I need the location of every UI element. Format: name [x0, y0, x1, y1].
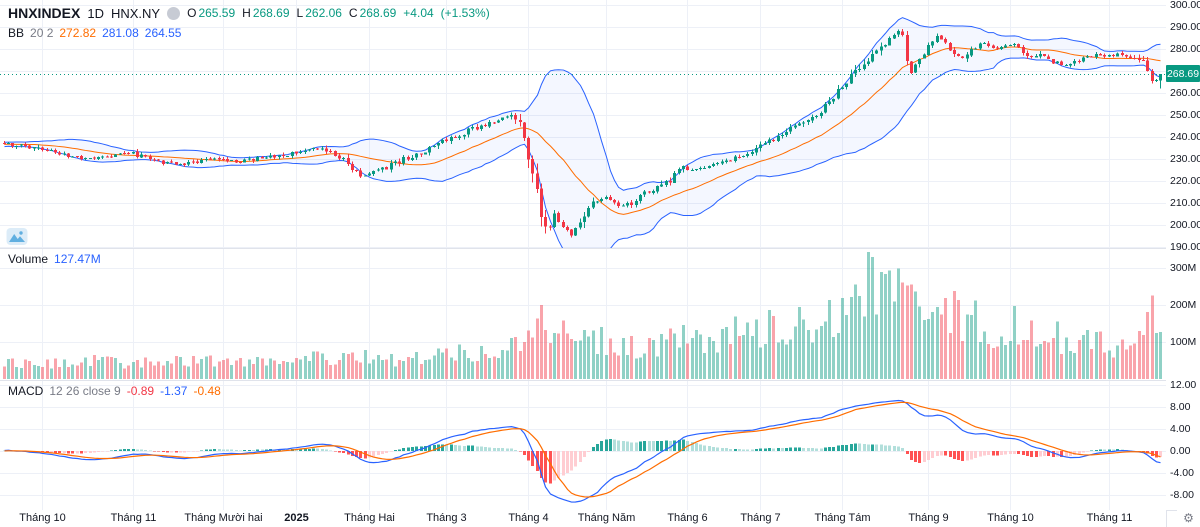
ohlc-high: H 268.69: [242, 6, 289, 20]
macd-signal-line: [4, 401, 1161, 498]
bb-indicator-name[interactable]: BB: [8, 26, 25, 40]
mountain-icon: [6, 228, 28, 245]
time-axis[interactable]: Tháng 10 Tháng 11 Tháng Mười hai 2025 Tháng …: [0, 510, 1166, 527]
time-axis-label: Tháng 11: [110, 512, 157, 524]
macd-indicator-name[interactable]: MACD: [8, 384, 44, 398]
volume-value: 127.47M: [54, 252, 101, 266]
macd-signal-value: -0.48: [193, 384, 221, 398]
low-label: L: [296, 6, 304, 20]
axis-label: 250.00: [1170, 109, 1200, 122]
time-axis-label: Tháng Năm: [577, 512, 636, 524]
settings-gear-icon[interactable]: ⚙: [1177, 510, 1200, 527]
price-pane: [3, 17, 1162, 248]
axis-label: 230.00: [1170, 153, 1200, 166]
exchange-logo-icon: [167, 6, 181, 20]
axis-label: 210.00: [1170, 197, 1200, 210]
axis-label: 240.00: [1170, 131, 1200, 144]
macd-pane: [3, 399, 1162, 503]
open-value: 265.59: [198, 6, 236, 20]
time-axis-label: Tháng Tám: [814, 512, 871, 524]
axis-label: 190.00: [1170, 241, 1200, 254]
change-value: +4.04: [403, 6, 434, 20]
bb-lower-value: 264.55: [144, 26, 182, 40]
axis-label: -4.00: [1170, 467, 1194, 479]
axis-label: 280.00: [1170, 43, 1200, 56]
watermark-logo-icon[interactable]: [6, 226, 28, 251]
bb-basis-value: 272.82: [59, 26, 97, 40]
gridlines: [0, 0, 1166, 510]
bollinger-fill: [4, 17, 1161, 248]
axis-label: 220.00: [1170, 175, 1200, 188]
last-price-badge: 268.69: [1166, 65, 1200, 83]
low-value: 262.06: [305, 6, 342, 20]
bb-upper-value: 281.08: [102, 26, 139, 40]
bb-params: 20 2: [30, 26, 54, 40]
time-axis-label: Tháng 9: [908, 512, 949, 524]
axis-label: 200.00: [1170, 219, 1200, 232]
symbol-name[interactable]: HNXINDEX: [8, 5, 81, 21]
volume-legend: Volume 127.47M: [8, 252, 101, 266]
time-axis-label: Tháng 11: [1086, 512, 1133, 524]
candlestick-series: [3, 28, 1162, 238]
symbol-legend: HNXINDEX 1D HNX.NY O 265.59 H 268.69 L 2…: [8, 5, 490, 21]
volume-series: [3, 252, 1162, 379]
axis-label: 260.00: [1170, 87, 1200, 100]
time-axis-label: Tháng 7: [740, 512, 781, 524]
price-axis[interactable]: 300.00290.00280.00270.00260.00250.00240.…: [1166, 0, 1200, 510]
macd-legend: MACD 12 26 close 9 -0.89 -1.37 -0.48: [8, 384, 221, 398]
ohlc-low: L 262.06: [297, 6, 342, 20]
ohlc-close: C 268.69: [349, 6, 396, 20]
open-label: O: [187, 6, 197, 20]
axis-label: 12.00: [1170, 379, 1197, 391]
macd-params: 12 26 close 9: [49, 384, 121, 398]
time-axis-label: Tháng Mười hai: [184, 512, 263, 524]
change-percent: (+1.53%): [440, 6, 490, 20]
time-axis-label: Tháng 6: [667, 512, 708, 524]
time-axis-label: Tháng 10: [987, 512, 1034, 524]
exchange-label[interactable]: HNX.NY: [110, 5, 161, 21]
bollinger-upper-line: [4, 17, 1161, 191]
bollinger-legend: BB 20 2 272.82 281.08 264.55: [8, 26, 181, 40]
time-axis-label: Tháng Hai: [344, 512, 395, 524]
high-value: 268.69: [252, 6, 290, 20]
high-label: H: [242, 6, 251, 20]
macd-histogram-value: -0.89: [126, 384, 155, 398]
time-axis-label: Tháng 4: [508, 512, 549, 524]
volume-indicator-name[interactable]: Volume: [8, 252, 49, 266]
axis-label: 100M: [1170, 336, 1197, 348]
axis-label: -8.00: [1170, 489, 1194, 501]
axis-label: 300M: [1170, 262, 1197, 274]
ohlc-open: O 265.59: [187, 6, 235, 20]
axis-label: 0.00: [1170, 445, 1191, 457]
axis-label: 300.00: [1170, 0, 1200, 12]
macd-histogram: [3, 439, 1162, 484]
time-axis-label: 2025: [284, 512, 309, 524]
axis-label: 4.00: [1170, 423, 1191, 435]
axis-label: 8.00: [1170, 401, 1191, 413]
bollinger-basis-line: [4, 46, 1161, 215]
macd-line-value: -1.37: [160, 384, 188, 398]
axis-label: 290.00: [1170, 21, 1200, 34]
close-label: C: [348, 6, 358, 20]
bollinger-lower-line: [4, 57, 1161, 248]
axis-label: 200M: [1170, 299, 1197, 311]
timeframe-label[interactable]: 1D: [87, 5, 104, 21]
time-axis-label: Tháng 3: [426, 512, 467, 524]
time-axis-label: Tháng 10: [19, 512, 66, 524]
close-value: 268.69: [359, 6, 397, 20]
